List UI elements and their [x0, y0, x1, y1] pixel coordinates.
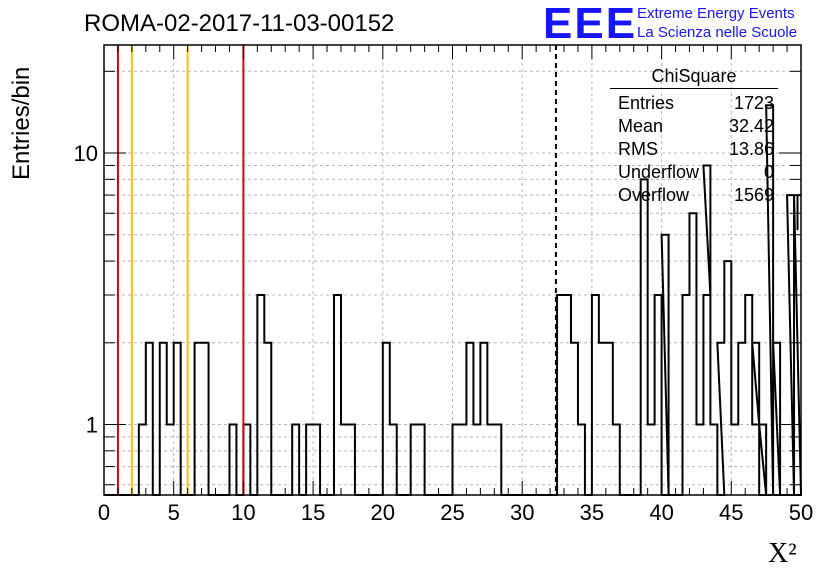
stat-label: Mean	[618, 116, 664, 136]
x-tick-label: 10	[231, 500, 255, 525]
y-tick-label: 1	[86, 413, 98, 438]
y-axis-label: Entries/bin	[8, 66, 35, 180]
x-axis-label: X²	[768, 538, 797, 569]
stat-value: 0	[763, 162, 774, 182]
logo-line-1: Extreme Energy Events	[637, 5, 795, 22]
x-tick-label: 20	[371, 500, 395, 525]
eee-logo: EEE	[543, 0, 638, 48]
x-tick-label: 50	[789, 500, 813, 525]
x-tick-label: 30	[510, 500, 534, 525]
x-tick-label: 45	[719, 500, 743, 525]
x-tick-label: 25	[440, 500, 464, 525]
stat-row-entries: Entries 1723	[610, 92, 778, 115]
stat-label: RMS	[618, 139, 658, 159]
tick-labels: 0 5 10 15 20 25 30 35 40 45 50 1 10	[74, 141, 814, 525]
stat-label: Overflow	[618, 185, 690, 205]
stat-row-rms: RMS 13.86	[610, 138, 778, 161]
stats-title: ChiSquare	[610, 66, 778, 89]
chart-title: ROMA-02-2017-11-03-00152	[84, 10, 395, 37]
x-tick-label: 5	[168, 500, 180, 525]
stat-label: Underflow	[618, 162, 700, 182]
stat-label: Entries	[618, 93, 675, 113]
stat-row-mean: Mean 32.42	[610, 115, 778, 138]
x-tick-label: 15	[301, 500, 325, 525]
stat-value: 32.42	[728, 116, 774, 136]
axis-ticks	[103, 45, 802, 495]
cut-lines	[116, 45, 557, 495]
stat-row-overflow: Overflow 1569	[610, 184, 778, 207]
stat-value: 1569	[733, 185, 774, 205]
stat-row-underflow: Underflow 0	[610, 161, 778, 184]
x-tick-label: 0	[98, 500, 110, 525]
x-tick-label: 40	[649, 500, 673, 525]
y-tick-label: 10	[74, 141, 98, 166]
logo-line-2: La Scienza nelle Scuole	[637, 24, 798, 41]
x-tick-label: 35	[580, 500, 604, 525]
stats-box: ChiSquare Entries 1723 Mean 32.42 RMS 13…	[610, 66, 778, 207]
stat-value: 1723	[733, 93, 774, 113]
stat-value: 13.86	[728, 139, 774, 159]
